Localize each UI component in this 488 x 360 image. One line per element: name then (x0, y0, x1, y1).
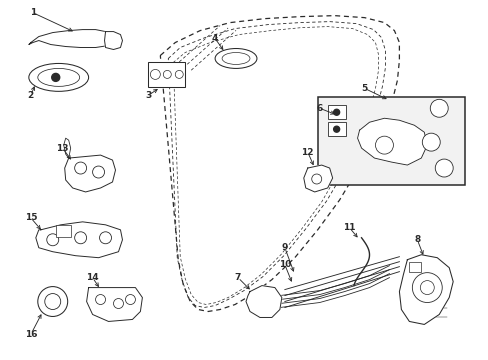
Text: 7: 7 (234, 273, 241, 282)
Text: 10: 10 (278, 260, 290, 269)
Ellipse shape (29, 63, 88, 91)
Bar (317, 97, 464, 185)
Bar (327, 122, 345, 136)
Polygon shape (36, 222, 122, 258)
Text: 1: 1 (30, 8, 36, 17)
Text: 8: 8 (413, 235, 420, 244)
Circle shape (333, 109, 339, 115)
Polygon shape (303, 165, 332, 192)
Polygon shape (245, 285, 281, 318)
Polygon shape (29, 30, 113, 48)
Text: 9: 9 (281, 243, 287, 252)
Text: 2: 2 (28, 91, 34, 100)
Circle shape (52, 73, 60, 81)
Text: 11: 11 (343, 223, 355, 232)
Text: 14: 14 (86, 273, 99, 282)
Text: 4: 4 (211, 34, 218, 43)
Text: 13: 13 (56, 144, 69, 153)
Text: 12: 12 (301, 148, 313, 157)
Bar (327, 105, 345, 119)
Circle shape (429, 99, 447, 117)
Polygon shape (86, 288, 142, 321)
Circle shape (422, 133, 439, 151)
Bar (56, 225, 71, 237)
Bar (148, 62, 185, 87)
Circle shape (434, 159, 452, 177)
Text: 3: 3 (145, 91, 151, 100)
Ellipse shape (215, 49, 256, 68)
Circle shape (38, 287, 67, 316)
Text: 16: 16 (24, 330, 37, 339)
Polygon shape (63, 138, 71, 158)
Bar (408, 262, 421, 272)
Text: 5: 5 (361, 84, 367, 93)
Polygon shape (64, 155, 115, 192)
Polygon shape (357, 118, 427, 165)
Text: 15: 15 (24, 213, 37, 222)
Polygon shape (104, 32, 122, 50)
Text: 6: 6 (316, 104, 322, 113)
Polygon shape (399, 255, 452, 324)
Circle shape (333, 126, 339, 132)
